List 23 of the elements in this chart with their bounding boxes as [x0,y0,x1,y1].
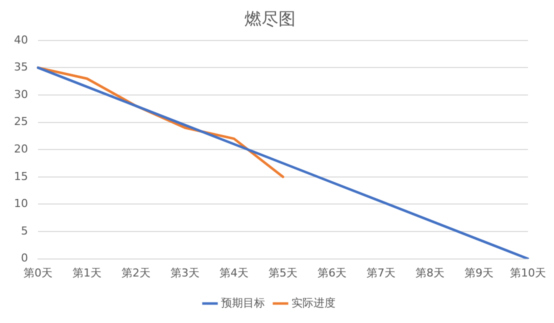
x-tick-label: 第5天 [268,266,298,280]
x-tick-label: 第3天 [170,266,200,280]
y-tick-label: 30 [14,88,28,101]
y-tick-label: 25 [14,115,28,128]
y-tick-label: 35 [14,60,28,74]
x-tick-label: 第2天 [122,266,150,280]
x-tick-label: 第0天 [23,266,52,280]
y-tick-label: 10 [14,197,28,210]
y-tick-label: 40 [14,33,28,46]
legend-label: 预期目标 [221,296,265,310]
x-tick-label: 第7天 [366,266,396,280]
y-tick-label: 15 [14,170,28,183]
x-tick-label: 第10天 [510,266,546,280]
y-tick-label: 0 [20,252,28,265]
x-tick-label: 第8天 [416,266,444,280]
x-tick-label: 第9天 [464,266,494,280]
chart-title: 燃尽图 [244,10,296,30]
y-tick-label: 20 [14,142,28,156]
x-tick-label: 第1天 [72,266,102,280]
legend-label: 实际进度 [292,296,336,310]
y-tick-label: 5 [20,224,28,238]
x-tick-label: 第4天 [220,266,248,280]
x-tick-label: 第6天 [318,266,346,280]
